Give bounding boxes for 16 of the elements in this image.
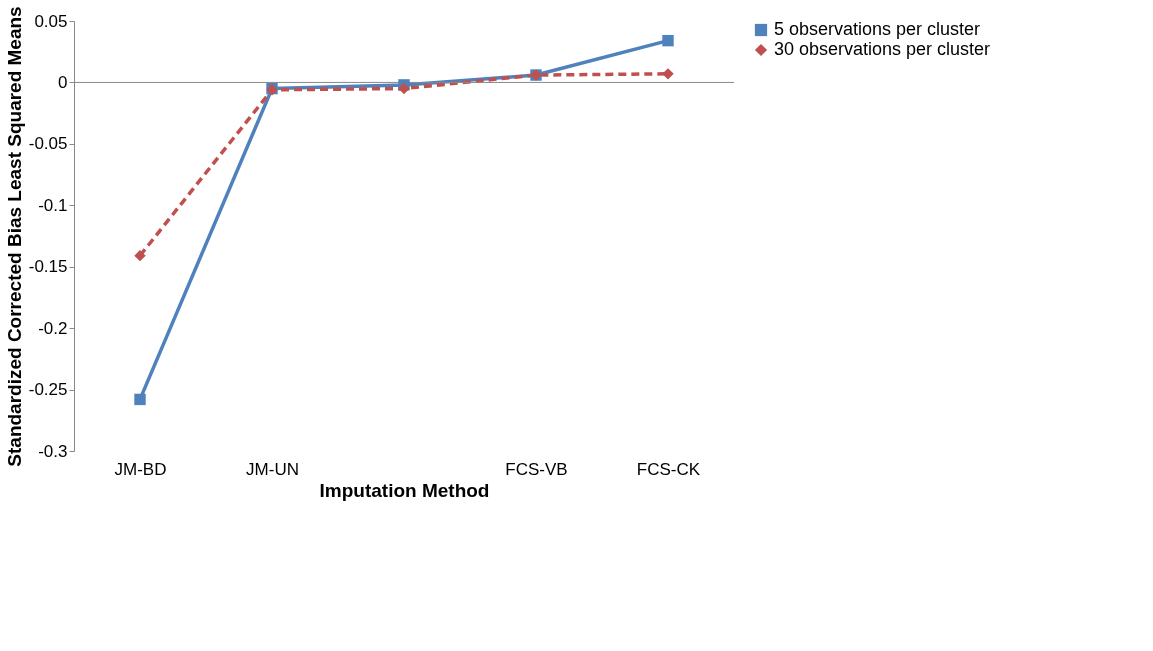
y-axis-title: Standardized Corrected Bias Least Squared Means [3, 6, 25, 467]
legend-label: 5 observations per cluster [774, 19, 981, 39]
x-tick-label: FCS-CK [636, 459, 701, 479]
y-tick-label: 0 [58, 72, 68, 92]
y-tick-label: 0.05 [34, 11, 68, 31]
legend-label: 30 observations per cluster [774, 39, 991, 59]
y-tick-label: -0.3 [38, 441, 68, 461]
y-tick-label: -0.2 [38, 318, 68, 338]
x-tick-label: JM-BD [114, 459, 167, 479]
x-axis-title: Imputation Method [319, 479, 490, 501]
x-tick-label: FCS-VB [505, 459, 568, 479]
y-tick-label: -0.15 [28, 257, 68, 277]
x-tick-label: JM-UN [246, 459, 299, 479]
y-tick-label: -0.05 [28, 134, 68, 154]
y-tick-label: -0.25 [28, 380, 68, 400]
y-tick-label: -0.1 [38, 195, 68, 215]
